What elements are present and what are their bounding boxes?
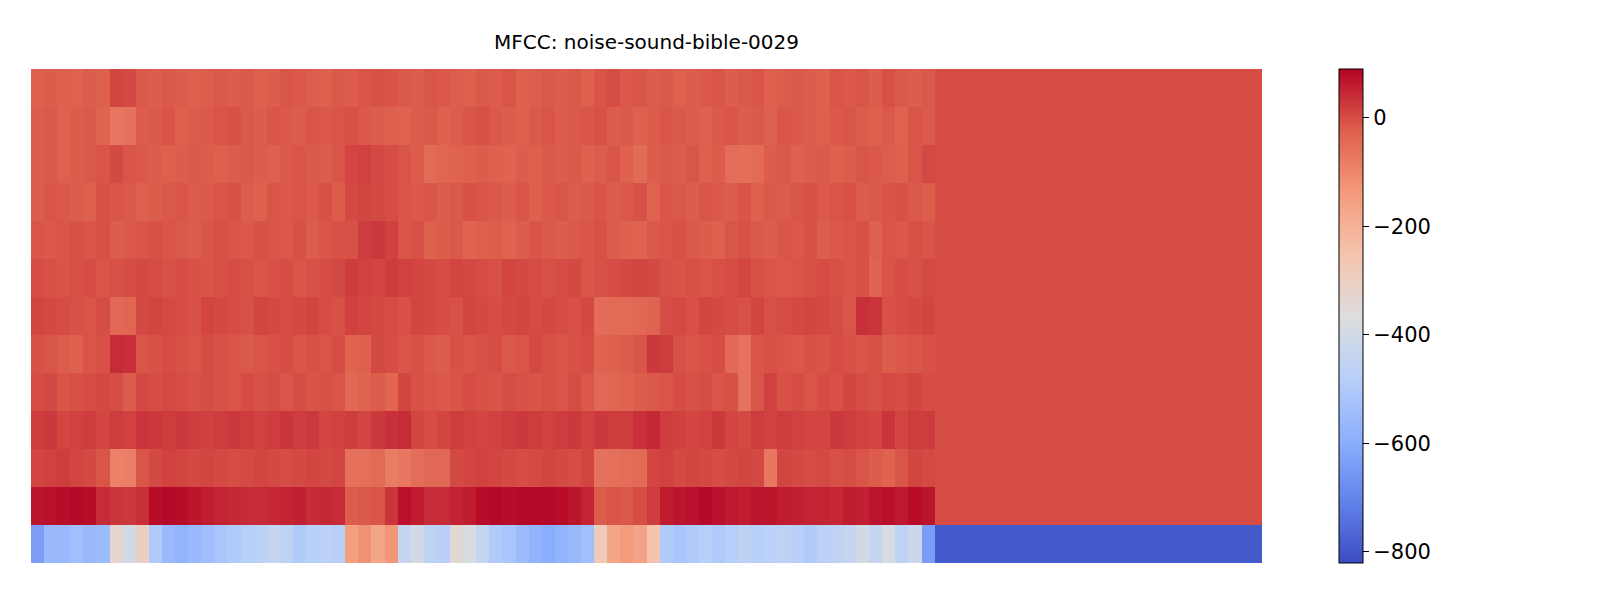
svg-text:−200: −200 xyxy=(1373,215,1431,239)
svg-text:−400: −400 xyxy=(1373,323,1431,347)
svg-text:−800: −800 xyxy=(1373,540,1431,564)
svg-text:−600: −600 xyxy=(1373,432,1431,456)
svg-text:MFCC: noise-sound-bible-0029: MFCC: noise-sound-bible-0029 xyxy=(494,30,799,54)
svg-text:0: 0 xyxy=(1373,106,1386,130)
